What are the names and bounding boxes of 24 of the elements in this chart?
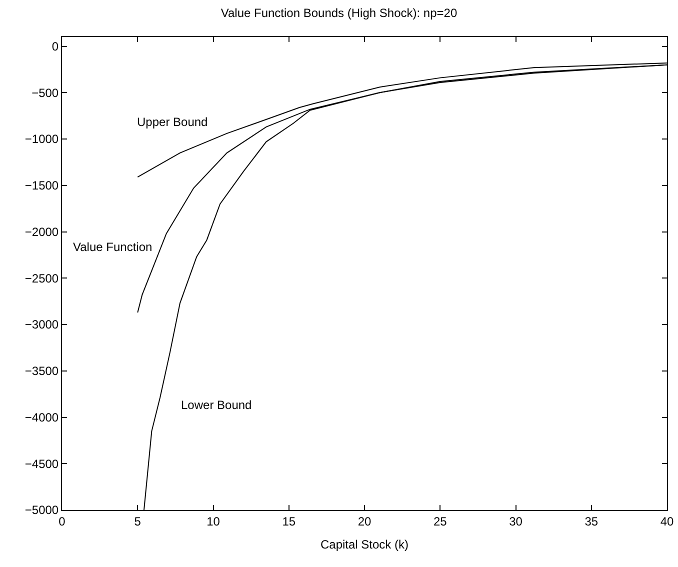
y-tick-label: −4500 [24,456,59,471]
y-tick-label: −4000 [24,410,59,424]
x-tick-label: 40 [660,514,674,528]
series-label: Lower Bound [181,398,252,412]
x-tick-label: 35 [584,514,598,528]
chart-title: Value Function Bounds (High Shock): np=20 [220,6,458,20]
x-tick-label: 15 [282,514,296,528]
x-tick-label: 25 [433,514,448,528]
y-tick-label: −3500 [24,364,59,378]
y-tick-label: −3000 [24,318,59,332]
y-tick-label: 0 [52,39,59,54]
y-tick-label: −1000 [24,132,59,146]
y-tick-label: −1500 [24,178,59,193]
series-label: Value Function [73,240,152,254]
x-tick-label: 10 [206,514,220,528]
x-tick-label: 20 [358,514,372,528]
x-tick-label: 30 [509,514,523,528]
y-tick-label: −5000 [24,503,59,518]
y-tick-label: −2000 [24,224,59,239]
y-tick-label: −2500 [24,271,59,286]
x-axis-title: Capital Stock (k) [320,537,409,552]
series-label: Upper Bound [137,115,208,129]
x-tick-label: 5 [134,514,142,528]
y-tick-label: −500 [32,86,59,100]
